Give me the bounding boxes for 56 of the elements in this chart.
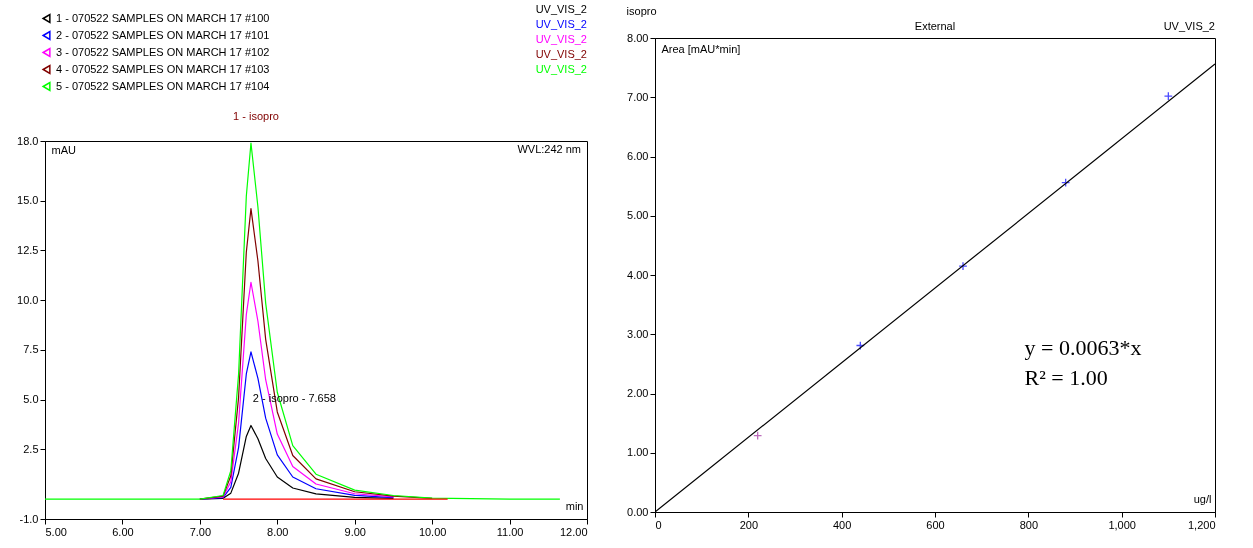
text: UV_VIS_2 [535, 33, 587, 45]
annotation: WVL:242 nm [517, 143, 581, 155]
y-tick-label: 6.00 [627, 150, 649, 162]
x-tick-label: 600 [926, 518, 945, 531]
x-tick-label: 6.00 [112, 525, 134, 538]
x-tick-label: 200 [739, 518, 759, 531]
legend-label: 2 - 070522 SAMPLES ON MARCH 17 #101 [56, 28, 270, 41]
x-tick-label: 400 [832, 518, 852, 531]
x-tick-label: 8.00 [267, 525, 289, 538]
x-axis-title: ug/l [1193, 492, 1212, 505]
text: 1 - isopro [233, 110, 279, 122]
y-tick-label: 2.00 [627, 387, 649, 399]
legend-label: 1 - 070522 SAMPLES ON MARCH 17 #100 [56, 11, 270, 24]
text: UV_VIS_2 [535, 48, 587, 60]
y-tick-label: 7.00 [627, 90, 649, 103]
legend-label: 4 - 070522 SAMPLES ON MARCH 17 #103 [56, 62, 270, 75]
chart-title: isopro [626, 5, 657, 17]
y-tick-label: 2.5 [23, 442, 39, 455]
y-tick-label: 5.0 [23, 393, 39, 406]
point [958, 261, 968, 271]
x-axis-title: min [565, 499, 584, 512]
x-tick-label: 1,000 [1108, 518, 1136, 531]
y-tick-label: 5.00 [627, 209, 649, 222]
y-tick-label: 0.00 [627, 505, 649, 518]
y-tick-label: 8.00 [627, 31, 649, 44]
y-axis-title: mAU [51, 143, 76, 156]
y-tick-label: 15.0 [17, 194, 39, 207]
text: UV_VIS_2 [535, 63, 587, 75]
x-tick-label: 0 [655, 518, 662, 531]
x-tick-label: 5.00 [45, 525, 67, 538]
x-tick-label: 11.00 [496, 525, 524, 538]
y-tick-label: 12.5 [17, 243, 39, 256]
legend-label: 5 - 070522 SAMPLES ON MARCH 17 #104 [56, 79, 270, 92]
x-tick-label: 10.00 [418, 525, 447, 538]
y-tick-label: 18.0 [17, 134, 39, 147]
text: UV_VIS_2 [535, 3, 587, 15]
y-tick-label: 3.00 [627, 327, 649, 340]
y-axis-title: Area [mAU*min] [661, 42, 741, 55]
x-tick-label: 1,200 [1187, 518, 1216, 531]
annotation: R² = 1.00 [1024, 365, 1108, 391]
y-tick-label: 1.00 [627, 446, 649, 459]
x-tick-label: 7.00 [189, 525, 212, 538]
x-tick-label: 12.00 [559, 525, 588, 538]
y-tick-label: -1.0 [19, 512, 39, 525]
y-tick-label: 4.00 [627, 268, 649, 281]
y-tick-label: 7.5 [23, 343, 39, 356]
x-tick-label: 9.00 [344, 525, 366, 538]
text: UV_VIS_2 [1163, 20, 1215, 32]
x-tick-label: 800 [1019, 518, 1039, 531]
legend-label: 3 - 070522 SAMPLES ON MARCH 17 #102 [56, 45, 270, 58]
y-tick-label: 10.0 [17, 293, 39, 306]
point [1163, 91, 1173, 101]
line-series [45, 142, 561, 500]
text: External [914, 20, 956, 32]
text: UV_VIS_2 [535, 18, 587, 30]
annotation: y = 0.0063*x [1024, 335, 1142, 361]
